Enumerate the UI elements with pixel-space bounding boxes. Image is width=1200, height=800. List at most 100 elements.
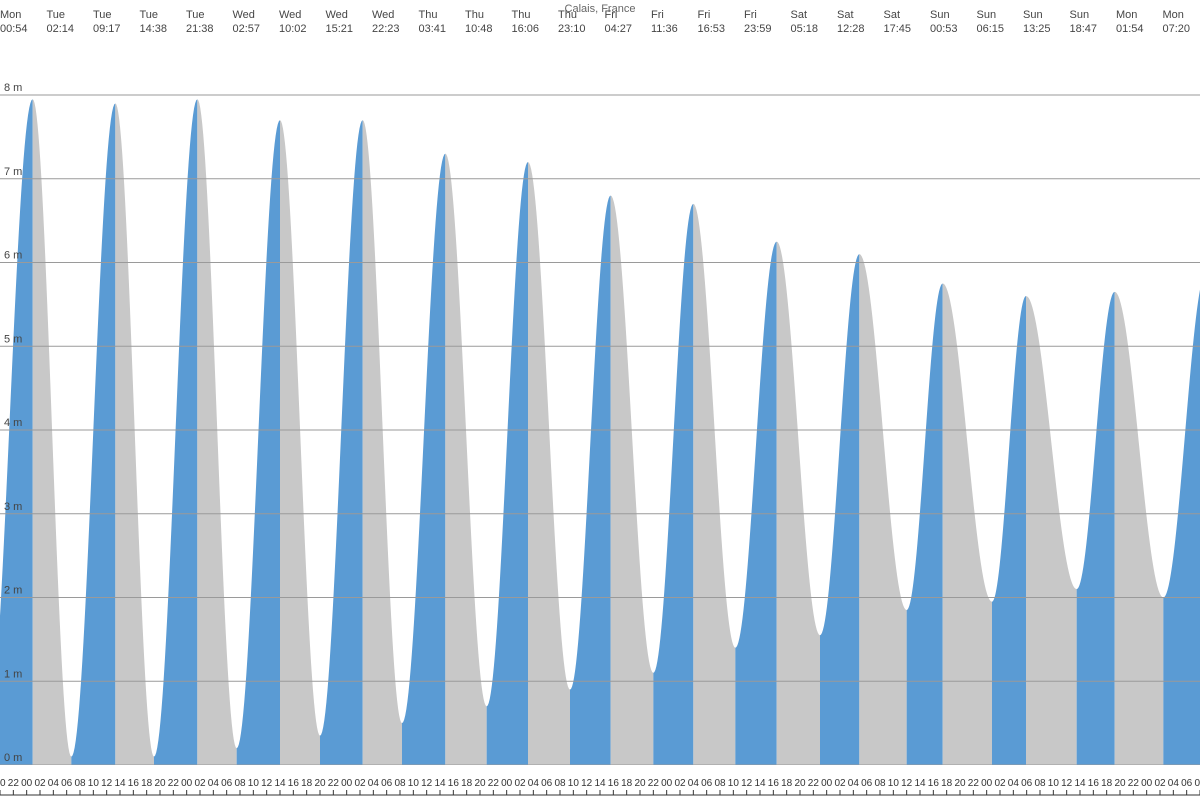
x-tick-label: 12 [261,778,273,789]
x-tick-label: 22 [808,778,820,789]
event-time-label: 12:28 [837,23,865,35]
x-tick-label: 20 [1114,778,1126,789]
event-time-label: 02:14 [47,23,75,35]
event-day-label: Sun [1023,9,1043,21]
event-time-label: 16:53 [698,23,726,35]
x-tick-label: 20 [634,778,646,789]
x-tick-label: 22 [968,778,980,789]
x-tick-label: 12 [901,778,913,789]
x-tick-label: 00 [341,778,353,789]
x-tick-label: 00 [181,778,193,789]
x-tick-label: 06 [541,778,553,789]
event-day-label: Sun [1070,9,1090,21]
event-time-label: 00:53 [930,23,958,35]
y-tick-label: 3 m [4,501,22,513]
x-tick-label: 08 [554,778,566,789]
event-day-label: Wed [279,9,301,21]
event-day-label: Sun [977,9,997,21]
x-tick-label: 06 [1021,778,1033,789]
event-day-label: Sun [930,9,950,21]
x-tick-label: 10 [1048,778,1060,789]
x-tick-label: 14 [434,778,446,789]
x-tick-label: 04 [48,778,60,789]
event-time-label: 22:23 [372,23,400,35]
x-tick-label: 18 [1101,778,1113,789]
x-tick-label: 22 [648,778,660,789]
x-tick-label: 04 [368,778,380,789]
x-tick-label: 22 [488,778,500,789]
x-tick-label: 04 [1168,778,1180,789]
x-tick-label: 02 [194,778,206,789]
x-tick-label: 20 [0,778,6,789]
x-tick-label: 00 [981,778,993,789]
x-tick-label: 02 [1154,778,1166,789]
x-tick-label: 04 [208,778,220,789]
event-day-label: Thu [558,9,577,21]
event-day-label: Tue [93,9,112,21]
y-tick-label: 1 m [4,668,22,680]
event-time-label: 16:06 [512,23,540,35]
x-tick-label: 06 [701,778,713,789]
x-tick-label: 08 [394,778,406,789]
x-tick-label: 00 [821,778,833,789]
x-tick-label: 18 [781,778,793,789]
event-day-label: Sat [884,9,901,21]
x-tick-label: 02 [834,778,846,789]
event-time-label: 21:38 [186,23,214,35]
x-tick-label: 16 [1088,778,1100,789]
event-day-label: Fri [651,9,664,21]
x-tick-label: 08 [1194,778,1200,789]
x-tick-label: 18 [301,778,313,789]
x-tick-label: 06 [221,778,233,789]
x-tick-label: 20 [954,778,966,789]
x-tick-label: 02 [34,778,46,789]
x-tick-label: 18 [461,778,473,789]
event-day-label: Wed [326,9,348,21]
event-day-label: Thu [465,9,484,21]
x-tick-label: 20 [474,778,486,789]
y-tick-label: 8 m [4,82,22,94]
event-day-label: Fri [744,9,757,21]
x-tick-label: 20 [794,778,806,789]
event-time-label: 03:41 [419,23,447,35]
x-tick-label: 16 [288,778,300,789]
x-tick-label: 14 [114,778,126,789]
event-time-label: 23:10 [558,23,586,35]
x-tick-label: 12 [421,778,433,789]
x-tick-label: 14 [754,778,766,789]
event-day-label: Mon [0,9,21,21]
x-tick-label: 06 [861,778,873,789]
x-tick-label: 00 [1141,778,1153,789]
x-tick-label: 08 [74,778,86,789]
x-tick-label: 00 [661,778,673,789]
x-tick-label: 02 [354,778,366,789]
x-tick-label: 02 [674,778,686,789]
x-tick-label: 04 [1008,778,1020,789]
x-tick-label: 14 [274,778,286,789]
event-day-label: Mon [1116,9,1137,21]
x-tick-label: 14 [594,778,606,789]
x-tick-label: 10 [728,778,740,789]
x-tick-label: 04 [528,778,540,789]
event-day-label: Wed [233,9,255,21]
event-day-label: Thu [419,9,438,21]
y-tick-label: 6 m [4,250,22,262]
x-tick-label: 20 [314,778,326,789]
x-tick-label: 12 [1061,778,1073,789]
event-day-label: Tue [140,9,159,21]
event-time-label: 02:57 [233,23,261,35]
y-tick-label: 7 m [4,166,22,178]
x-tick-label: 10 [408,778,420,789]
event-time-label: 10:48 [465,23,493,35]
x-tick-label: 18 [621,778,633,789]
event-time-label: 23:59 [744,23,772,35]
x-tick-label: 16 [608,778,620,789]
tide-chart: 0 m1 m2 m3 m4 m5 m6 m7 m8 m2022000204060… [0,0,1200,800]
x-tick-label: 16 [128,778,140,789]
event-day-label: Tue [47,9,66,21]
x-tick-label: 00 [501,778,513,789]
x-tick-label: 14 [1074,778,1086,789]
x-tick-label: 04 [688,778,700,789]
x-tick-label: 16 [928,778,940,789]
event-day-label: Tue [186,9,205,21]
